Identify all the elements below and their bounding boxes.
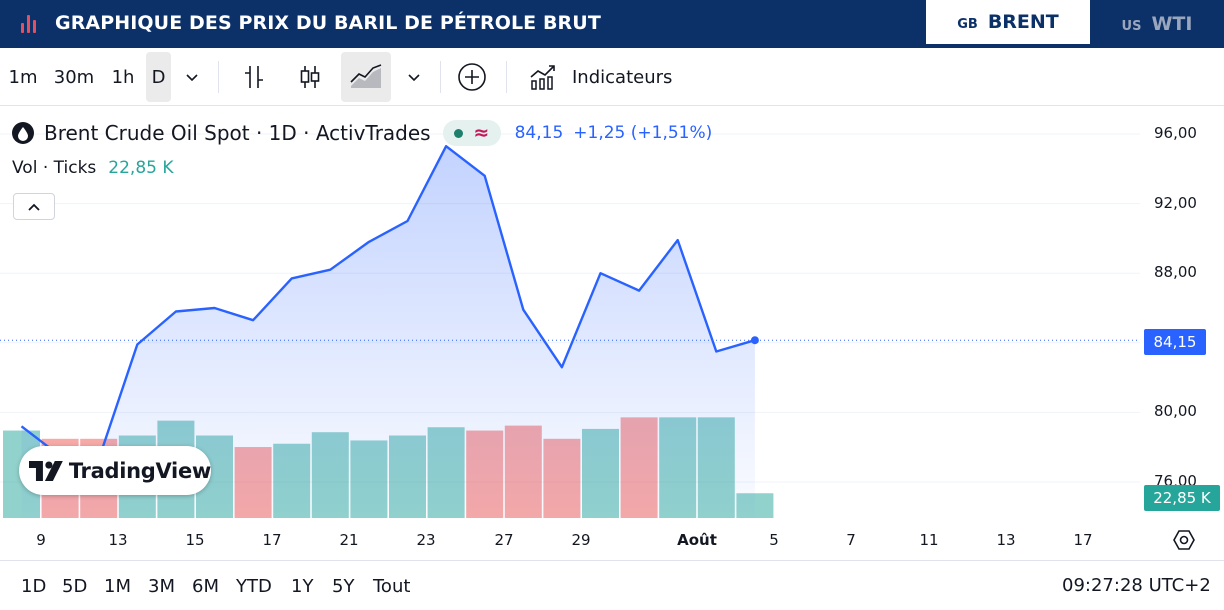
collapse-legend-button[interactable]: [13, 193, 55, 220]
chart-settings-icon[interactable]: [1172, 528, 1196, 552]
interval-1m-button[interactable]: 1m: [8, 66, 38, 88]
legend-change: +1,25 (+1,51%): [573, 123, 713, 143]
interval-1h-button[interactable]: 1h: [111, 66, 135, 88]
market-open-dot-icon: [453, 128, 463, 138]
last-price-dot: [750, 336, 759, 345]
area-chart-style-icon[interactable]: [341, 52, 391, 102]
banner-title: GRAPHIQUE DES PRIX DU BARIL DE PÉTROLE B…: [55, 12, 601, 34]
last-price-badge: 84,15: [1144, 329, 1206, 355]
x-tick-label: 11: [919, 531, 939, 549]
price-chart[interactable]: [0, 106, 1224, 560]
indicators-icon: [530, 65, 555, 90]
style-dropdown-chevron-icon[interactable]: [400, 52, 428, 102]
x-tick-label: 13: [996, 531, 1016, 549]
tab-wti[interactable]: US WTI: [1090, 0, 1224, 48]
bar-chart-style-icon[interactable]: [234, 52, 274, 102]
market-status-badge[interactable]: ≈: [442, 120, 501, 146]
indicators-button[interactable]: Indicateurs: [524, 52, 682, 102]
x-tick-label: 17: [1073, 531, 1093, 549]
toolbar-divider: [218, 61, 219, 93]
interval-dropdown-chevron-icon[interactable]: [178, 52, 206, 102]
tab-wti-label: WTI: [1151, 13, 1193, 35]
x-tick-label: Août: [677, 531, 717, 549]
interval-30m-button[interactable]: 30m: [53, 66, 95, 88]
range-1m-button[interactable]: 1M: [104, 576, 131, 597]
range-3m-button[interactable]: 3M: [148, 576, 175, 597]
x-tick-label: 13: [108, 531, 128, 549]
toolbar-divider: [440, 61, 441, 93]
interval-d-button[interactable]: D: [146, 52, 171, 102]
x-tick-label: 7: [846, 531, 856, 549]
volume-label: Vol · Ticks: [12, 158, 97, 178]
range-5y-button[interactable]: 5Y: [332, 576, 355, 597]
legend-price: 84,15: [514, 123, 564, 143]
tab-brent-code: GB: [957, 16, 978, 32]
candlestick-style-icon[interactable]: [290, 52, 330, 102]
tradingview-mark-icon: [29, 460, 63, 481]
range-1d-button[interactable]: 1D: [21, 576, 47, 597]
chevron-up-icon: [28, 203, 40, 211]
x-tick-label: 9: [36, 531, 46, 549]
tradingview-logo[interactable]: TradingView: [19, 446, 211, 495]
volume-value: 22,85 K: [108, 158, 174, 178]
symbol-title: Brent Crude Oil Spot · 1D · ActivTrades: [44, 121, 431, 145]
range-6m-button[interactable]: 6M: [192, 576, 219, 597]
compare-plus-icon[interactable]: [452, 52, 492, 102]
utc-clock[interactable]: 09:27:28 UTC+2: [1062, 575, 1211, 596]
x-tick-label: 29: [571, 531, 591, 549]
chart-bars-icon: [21, 13, 41, 33]
range-bar: 1D 5D 1M 3M 6M YTD 1Y 5Y Tout: [0, 560, 1224, 610]
range-1y-button[interactable]: 1Y: [291, 576, 314, 597]
last-volume-badge: 22,85 K: [1144, 485, 1220, 511]
x-tick-label: 15: [185, 531, 205, 549]
x-tick-label: 23: [416, 531, 436, 549]
symbol-legend: Brent Crude Oil Spot · 1D · ActivTrades …: [12, 119, 712, 147]
range-all-button[interactable]: Tout: [373, 576, 411, 597]
x-tick-label: 27: [494, 531, 514, 549]
price-line: [20, 145, 756, 461]
y-tick-label: 80,00: [1154, 402, 1197, 421]
indicators-label: Indicateurs: [572, 66, 673, 88]
tab-brent-label: BRENT: [987, 11, 1059, 33]
range-5d-button[interactable]: 5D: [62, 576, 88, 597]
chart-toolbar: 1m 30m 1h D Indicateurs: [0, 48, 1224, 106]
tab-wti-code: US: [1121, 18, 1142, 34]
y-tick-label: 96,00: [1154, 124, 1197, 142]
x-tick-label: 21: [339, 531, 359, 549]
x-tick-label: 17: [262, 531, 282, 549]
tab-brent[interactable]: GB BRENT: [926, 0, 1090, 44]
price-area-fill: [21, 146, 755, 518]
volume-legend: Vol · Ticks 22,85 K: [12, 156, 174, 180]
x-tick-label: 5: [769, 531, 779, 549]
oil-drop-icon: [12, 122, 34, 144]
y-tick-label: 92,00: [1154, 193, 1197, 212]
range-ytd-button[interactable]: YTD: [236, 576, 272, 597]
toolbar-divider: [506, 61, 507, 93]
delayed-data-icon: ≈: [473, 121, 490, 144]
y-tick-label: 88,00: [1154, 263, 1197, 282]
